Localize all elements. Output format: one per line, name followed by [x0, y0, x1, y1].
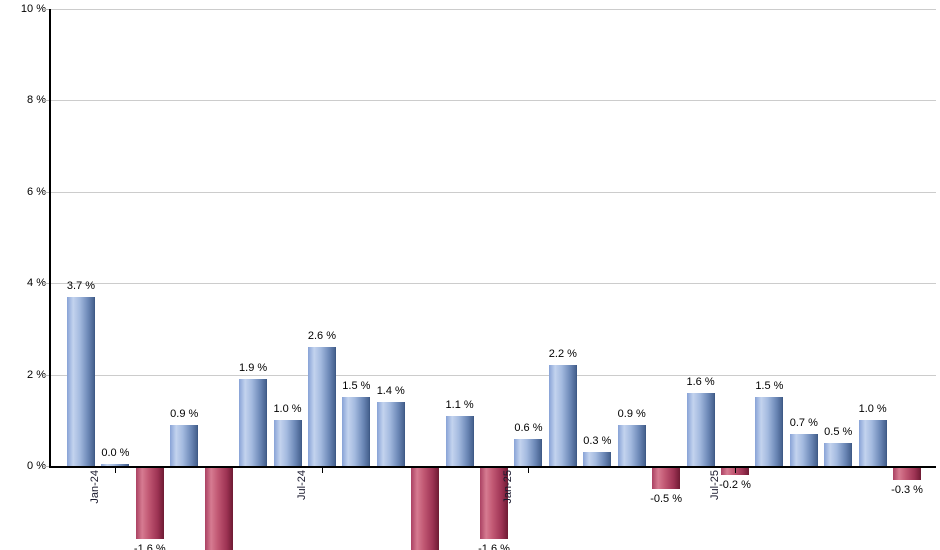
y-axis-tick — [43, 283, 49, 285]
bar-Jun-24 — [273, 420, 302, 466]
bar-value-label: 1.5 % — [755, 380, 784, 393]
bar-value-label: 2.2 % — [548, 348, 577, 361]
bar-value-label: 3.7 % — [66, 279, 96, 292]
bar-value-label: -1.6 % — [478, 543, 510, 550]
bar-Dec-24 — [480, 466, 509, 540]
bar-Nov-25 — [858, 420, 887, 466]
y-tick-label: 2 % — [27, 368, 46, 381]
bar-value-label: 1.0 % — [858, 403, 887, 416]
bar-value-label: 1.9 % — [239, 362, 268, 375]
bar-Apr-24 — [204, 466, 233, 550]
y-grid-line — [49, 374, 936, 376]
x-axis-tick — [734, 468, 736, 473]
y-grid-line — [49, 9, 936, 10]
bar-Mar-24 — [170, 424, 199, 466]
x-tick-label: Jan-25 — [502, 470, 515, 504]
y-axis-tick — [43, 9, 49, 10]
bar-value-label: 1.5 % — [342, 380, 371, 393]
bar-Oct-24 — [411, 466, 440, 550]
bar-value-label: 0.5 % — [824, 426, 853, 439]
y-axis-tick — [43, 100, 49, 102]
bar-value-label: 0.7 % — [789, 417, 818, 429]
bar-value-label: -1.6 % — [133, 543, 166, 550]
y-tick-label: 10 % — [20, 3, 46, 15]
x-tick-label: Jan-24 — [89, 470, 102, 504]
bar-value-label: 0.0 % — [101, 447, 130, 459]
bar-Aug-24 — [342, 397, 371, 466]
bar-Jan-25 — [514, 438, 543, 466]
bar-value-label: 2.6 % — [307, 330, 336, 343]
y-axis-tick — [43, 374, 49, 376]
bar-Dec-23 — [67, 296, 95, 466]
x-tick-label: Jul-24 — [295, 470, 308, 500]
y-tick-label: 8 % — [27, 94, 46, 107]
plot-area — [49, 9, 936, 550]
bar-Apr-25 — [617, 424, 646, 466]
y-tick-label: 6 % — [27, 185, 46, 198]
bar-value-label: 0.3 % — [583, 435, 612, 448]
bar-Oct-25 — [824, 443, 853, 466]
x-axis-tick — [528, 468, 530, 473]
y-grid-line — [49, 283, 936, 285]
bar-May-25 — [652, 466, 681, 489]
bar-value-label: 0.9 % — [170, 407, 199, 420]
bar-value-label: -0.2 % — [719, 479, 751, 492]
bar-Jan-24 — [101, 464, 130, 466]
x-axis-tick — [321, 468, 323, 473]
bar-value-label: -0.5 % — [650, 492, 683, 505]
y-tick-label: 4 % — [27, 277, 46, 290]
bar-Sep-24 — [376, 402, 405, 466]
bar-Jul-24 — [307, 347, 336, 466]
bar-Feb-24 — [135, 466, 164, 540]
bar-Dec-25 — [893, 466, 922, 480]
bar-value-label: 0.9 % — [617, 407, 646, 420]
bar-Sep-25 — [789, 434, 818, 466]
bar-value-label: 1.4 % — [376, 385, 405, 398]
bar-Jun-25 — [686, 392, 715, 466]
y-tick-label: 0 % — [27, 460, 46, 472]
bar-value-label: 1.0 % — [273, 403, 302, 416]
bar-Nov-24 — [445, 415, 474, 466]
y-axis-line — [49, 9, 51, 468]
x-axis-line — [49, 466, 936, 468]
bar-value-label: -0.3 % — [891, 483, 923, 496]
bar-Feb-25 — [548, 365, 577, 466]
x-axis-tick — [115, 468, 117, 473]
bar-Mar-25 — [583, 452, 612, 466]
bar-value-label: 0.6 % — [514, 421, 543, 434]
y-grid-line — [49, 191, 936, 193]
y-axis-tick — [43, 466, 49, 467]
bar-Aug-25 — [755, 397, 784, 466]
bar-May-24 — [239, 379, 268, 466]
y-axis-tick — [43, 191, 49, 193]
bar-value-label: 1.1 % — [445, 398, 474, 411]
y-grid-line — [49, 100, 936, 102]
bar-value-label: 1.6 % — [686, 375, 715, 388]
